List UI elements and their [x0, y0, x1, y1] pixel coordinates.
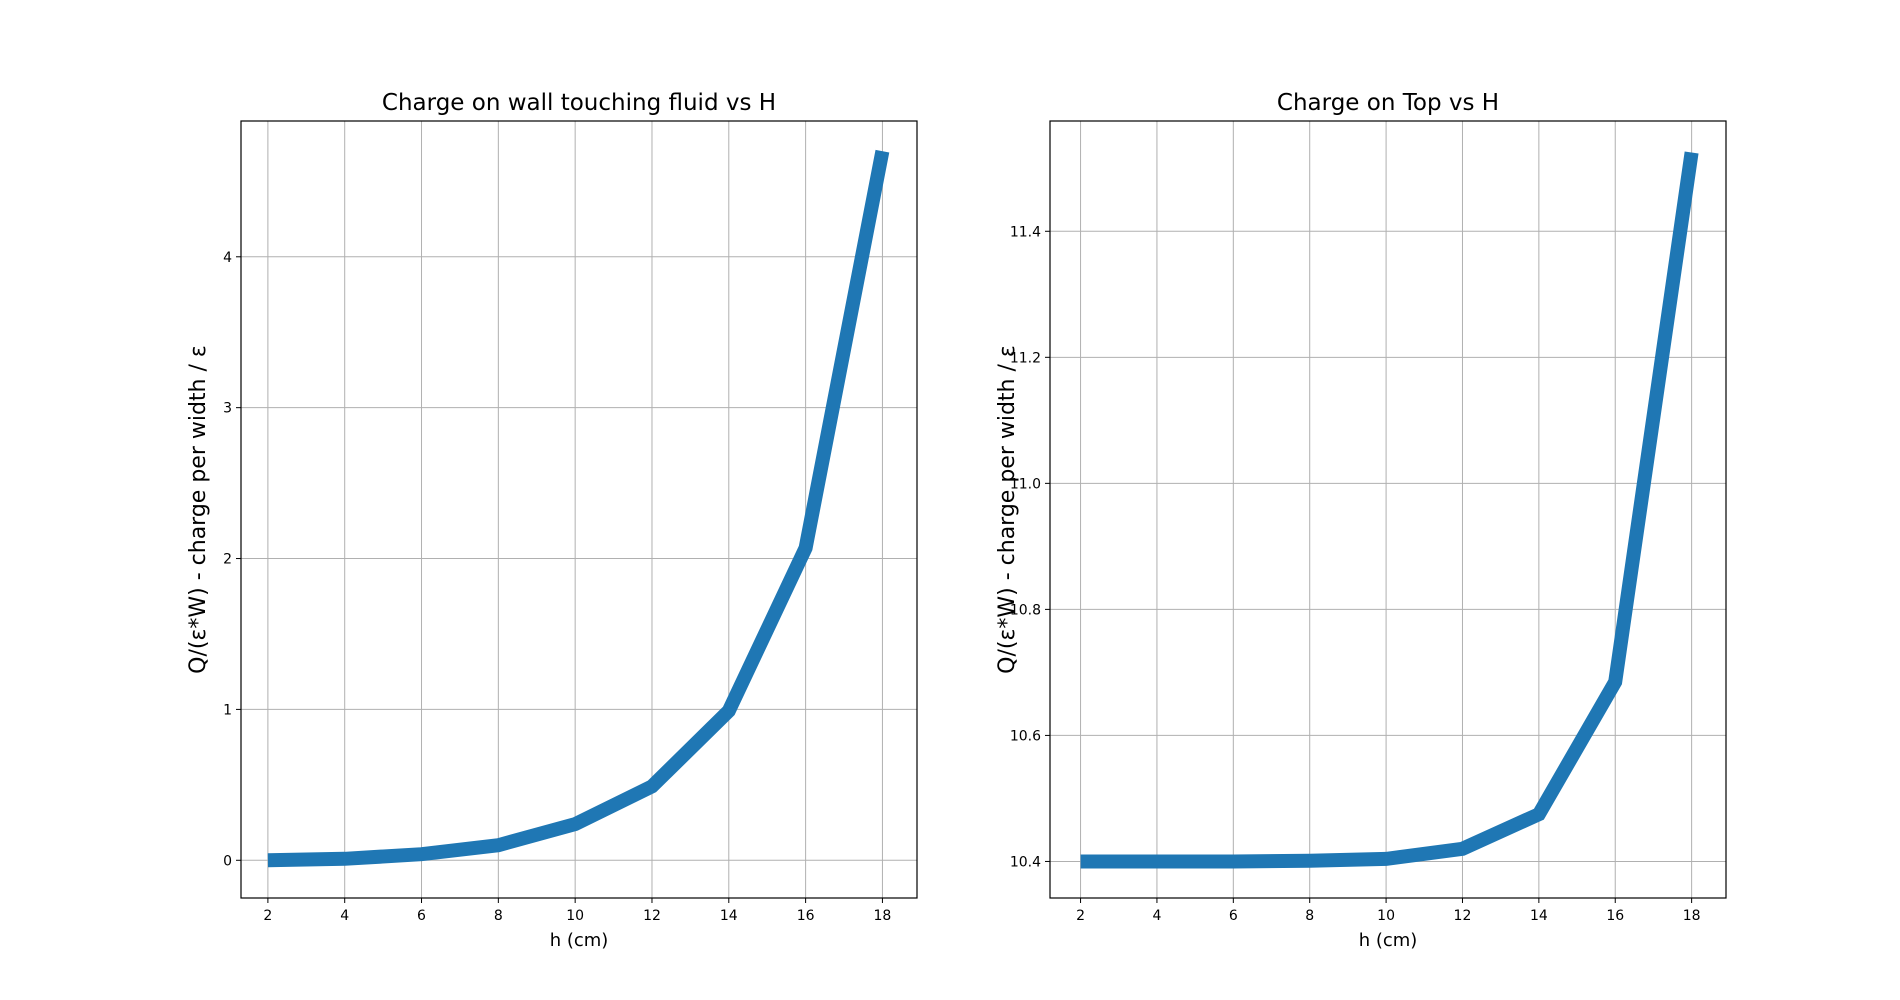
grid-lines	[241, 121, 917, 898]
x-tick-label: 10	[566, 908, 584, 924]
chart-title: Charge on wall touching fluid vs H	[382, 90, 776, 116]
y-tick-label: 3	[223, 401, 232, 417]
x-tick-label: 2	[263, 908, 272, 924]
chart-top-charge: 2 4 6 8 10 12 14 16 18 10.4 10.6 10.8 11.0 11.2 11.4 C…	[995, 90, 1727, 951]
x-tick-label: 8	[1305, 908, 1314, 924]
y-tick-label: 11.2	[1010, 350, 1041, 366]
x-tick-label: 4	[1152, 908, 1161, 924]
y-axis-label: Q/(ε*W) - charge per width / ε	[995, 345, 1020, 674]
y-tick-label: 11.0	[1010, 476, 1041, 492]
grid-lines	[1050, 121, 1726, 898]
x-tick-label: 10	[1377, 908, 1395, 924]
series-line	[1080, 151, 1699, 869]
x-tick-label: 18	[1683, 908, 1701, 924]
x-tick-label: 16	[797, 908, 815, 924]
series-line	[267, 149, 890, 868]
plot-frame	[1049, 120, 1727, 899]
y-axis-label: Q/(ε*W) - charge per width / ε	[186, 345, 211, 674]
x-tick-label: 8	[494, 908, 503, 924]
series-layer	[1080, 151, 1699, 869]
x-tick-label: 18	[874, 908, 892, 924]
x-tick-label: 12	[1454, 908, 1472, 924]
y-tick-label: 0	[223, 853, 232, 869]
x-tick-label: 14	[720, 908, 738, 924]
y-tick-label: 2	[223, 552, 232, 568]
series-layer	[267, 149, 890, 868]
y-tick-label: 1	[223, 702, 232, 718]
chart-title: Charge on Top vs H	[1277, 90, 1499, 116]
x-tick-label: 4	[340, 908, 349, 924]
x-tick-label: 14	[1530, 908, 1548, 924]
plot-frame	[240, 120, 918, 899]
x-axis-label: h (cm)	[1359, 930, 1418, 951]
x-axis-label: h (cm)	[550, 930, 609, 951]
y-tick-label: 11.4	[1010, 224, 1041, 240]
y-tick-label: 10.6	[1010, 728, 1041, 744]
x-tick-label: 6	[417, 908, 426, 924]
axis-ticks: 2 4 6 8 10 12 14 16 18 10.4 10.6 10.8 11.0 11.2 11.4	[1010, 224, 1701, 924]
x-tick-label: 12	[643, 908, 661, 924]
x-tick-label: 6	[1229, 908, 1238, 924]
y-tick-label: 4	[223, 250, 232, 266]
y-tick-label: 10.4	[1010, 854, 1041, 870]
y-tick-label: 10.8	[1010, 602, 1041, 618]
x-tick-label: 2	[1076, 908, 1085, 924]
x-tick-label: 16	[1606, 908, 1624, 924]
